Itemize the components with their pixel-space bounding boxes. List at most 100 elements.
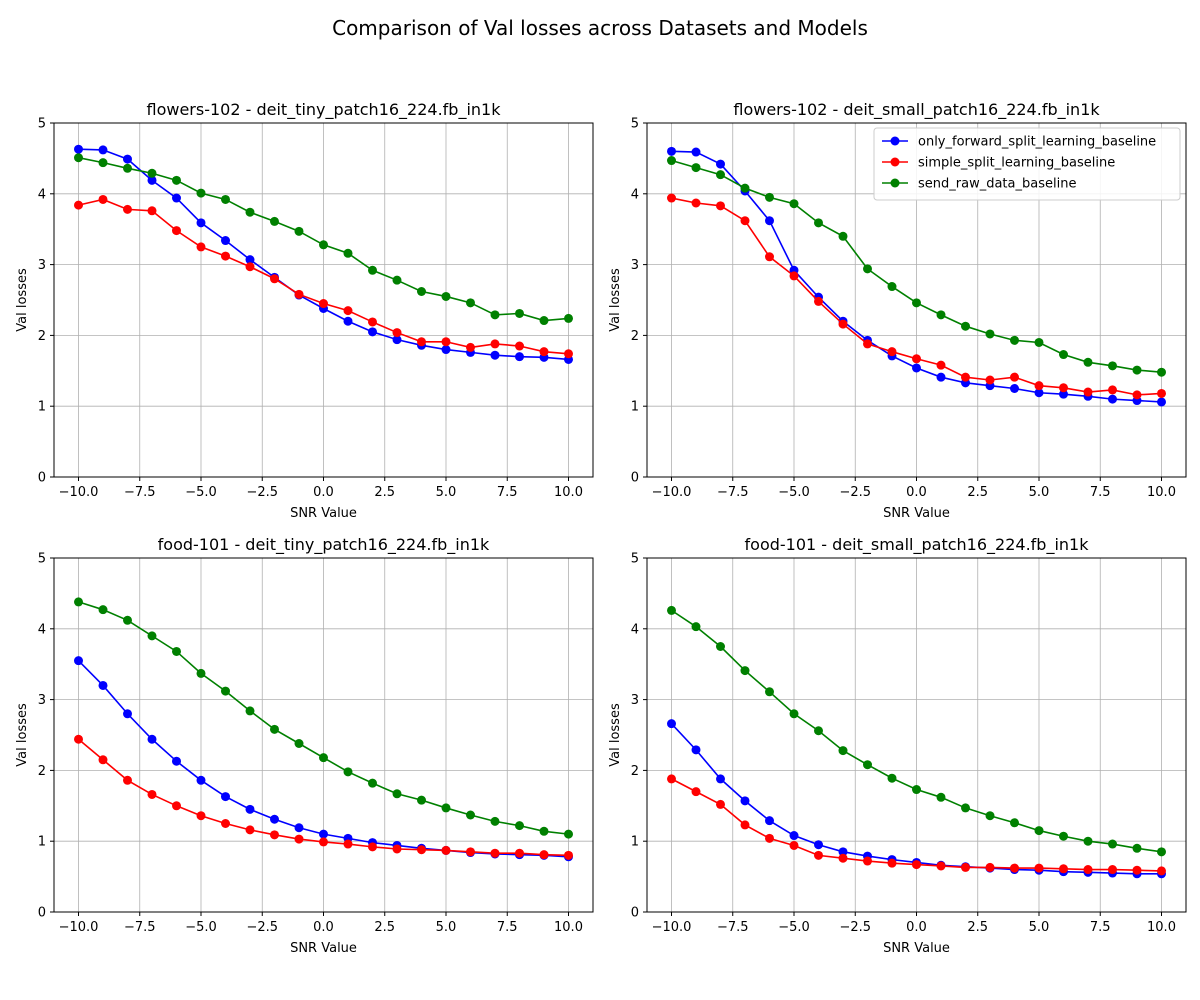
x-tick-label: −10.0	[652, 485, 692, 500]
data-point-simple_split_learning_baseline	[245, 262, 255, 272]
x-tick-label: −10.0	[59, 485, 99, 500]
data-point-simple_split_learning_baseline	[74, 200, 83, 210]
data-point-simple_split_learning_baseline	[789, 840, 799, 850]
data-point-send_raw_data_baseline	[912, 785, 921, 795]
data-point-simple_split_learning_baseline	[814, 296, 823, 306]
data-point-send_raw_data_baseline	[564, 313, 573, 323]
data-point-simple_split_learning_baseline	[98, 194, 108, 204]
data-point-send_raw_data_baseline	[343, 767, 353, 777]
data-point-simple_split_learning_baseline	[441, 337, 451, 347]
data-point-simple_split_learning_baseline	[417, 845, 426, 855]
data-point-send_raw_data_baseline	[1157, 847, 1166, 857]
subplot-3: −10.0 −7.5 −5.0 −2.5 0.0 2.5 5.0 7.5 10.0 0 1 2 3 4 5 f…	[15, 535, 594, 956]
data-point-only_forward_split_learning_baseline	[98, 145, 108, 155]
data-point-simple_split_learning_baseline	[74, 734, 83, 744]
y-tick-label: 1	[631, 400, 639, 415]
data-point-simple_split_learning_baseline	[1108, 865, 1117, 875]
data-point-send_raw_data_baseline	[319, 753, 328, 763]
x-tick-label: −7.5	[717, 485, 749, 500]
x-tick-label: −5.0	[185, 920, 217, 935]
data-point-send_raw_data_baseline	[716, 170, 725, 180]
data-point-simple_split_learning_baseline	[392, 328, 402, 338]
data-point-send_raw_data_baseline	[667, 605, 676, 615]
legend-label: send_raw_data_baseline	[918, 177, 1076, 192]
data-point-send_raw_data_baseline	[441, 291, 451, 301]
data-point-only_forward_split_learning_baseline	[789, 831, 799, 841]
subplot-1: −10.0 −7.5 −5.0 −2.5 0.0 2.5 5.0 7.5 10.0 0 1 2 3 4 5 f…	[15, 100, 594, 521]
data-point-only_forward_split_learning_baseline	[270, 814, 279, 824]
data-point-simple_split_learning_baseline	[838, 853, 848, 863]
data-point-send_raw_data_baseline	[515, 308, 524, 318]
x-tick-label: −2.5	[839, 485, 871, 500]
y-tick-label: 2	[38, 764, 46, 779]
data-point-simple_split_learning_baseline	[667, 193, 676, 203]
x-axis-label: SNR Value	[883, 506, 950, 521]
data-point-send_raw_data_baseline	[789, 709, 799, 719]
data-point-send_raw_data_baseline	[936, 310, 946, 320]
data-point-simple_split_learning_baseline	[221, 819, 230, 828]
y-tick-label: 4	[631, 622, 639, 637]
data-point-send_raw_data_baseline	[515, 821, 524, 831]
subplot-title: flowers-102 - deit_small_patch16_224.fb_…	[733, 100, 1100, 120]
data-point-send_raw_data_baseline	[1010, 818, 1019, 828]
data-point-send_raw_data_baseline	[1034, 826, 1044, 836]
data-point-send_raw_data_baseline	[789, 199, 799, 209]
data-point-simple_split_learning_baseline	[123, 204, 132, 214]
data-point-only_forward_split_learning_baseline	[515, 352, 524, 362]
x-tick-label: −5.0	[778, 920, 810, 935]
x-tick-label: 2.5	[967, 485, 988, 500]
data-point-only_forward_split_learning_baseline	[716, 774, 725, 784]
data-point-only_forward_split_learning_baseline	[74, 656, 83, 666]
data-point-send_raw_data_baseline	[343, 248, 353, 258]
y-tick-label: 3	[38, 258, 46, 273]
data-point-only_forward_split_learning_baseline	[172, 756, 181, 766]
y-tick-label: 0	[631, 906, 639, 921]
x-tick-label: 10.0	[1147, 920, 1176, 935]
x-tick-label: −7.5	[717, 920, 749, 935]
data-point-simple_split_learning_baseline	[887, 347, 897, 357]
y-tick-label: 1	[631, 835, 639, 850]
data-point-send_raw_data_baseline	[417, 795, 426, 805]
data-point-simple_split_learning_baseline	[270, 274, 279, 284]
data-point-send_raw_data_baseline	[392, 789, 402, 799]
data-point-only_forward_split_learning_baseline	[912, 363, 921, 373]
subplot-title: food-101 - deit_small_patch16_224.fb_in1…	[745, 535, 1090, 555]
data-point-send_raw_data_baseline	[539, 316, 549, 326]
data-point-send_raw_data_baseline	[936, 792, 946, 802]
data-point-send_raw_data_baseline	[221, 194, 230, 204]
data-point-only_forward_split_learning_baseline	[1034, 388, 1044, 398]
data-point-only_forward_split_learning_baseline	[123, 709, 132, 719]
x-tick-label: 10.0	[1147, 485, 1176, 500]
data-point-send_raw_data_baseline	[368, 265, 377, 275]
y-tick-label: 5	[38, 117, 46, 132]
data-point-send_raw_data_baseline	[417, 287, 426, 297]
x-tick-label: 2.5	[374, 920, 395, 935]
data-point-only_forward_split_learning_baseline	[814, 840, 823, 850]
data-point-send_raw_data_baseline	[1083, 357, 1093, 367]
data-point-send_raw_data_baseline	[667, 156, 676, 166]
data-point-simple_split_learning_baseline	[466, 342, 475, 352]
data-point-send_raw_data_baseline	[196, 188, 206, 198]
data-point-only_forward_split_learning_baseline	[245, 804, 255, 814]
data-point-only_forward_split_learning_baseline	[245, 255, 255, 265]
data-point-simple_split_learning_baseline	[814, 850, 823, 860]
data-point-send_raw_data_baseline	[147, 168, 157, 178]
data-point-simple_split_learning_baseline	[1059, 383, 1068, 393]
data-point-only_forward_split_learning_baseline	[667, 719, 676, 729]
y-tick-label: 4	[38, 187, 46, 202]
legend-label: simple_split_learning_baseline	[918, 156, 1115, 171]
data-point-send_raw_data_baseline	[961, 803, 970, 813]
x-tick-label: 7.5	[1090, 920, 1111, 935]
data-point-send_raw_data_baseline	[490, 310, 500, 320]
legend-marker-simple_split_learning_baseline	[890, 157, 900, 167]
data-point-only_forward_split_learning_baseline	[196, 218, 206, 228]
data-point-simple_split_learning_baseline	[765, 252, 774, 262]
data-point-simple_split_learning_baseline	[936, 861, 946, 871]
x-tick-label: 0.0	[906, 920, 927, 935]
y-tick-label: 3	[38, 693, 46, 708]
y-axis-label: Val losses	[15, 268, 30, 332]
legend-marker-only_forward_split_learning_baseline	[890, 136, 900, 146]
data-point-only_forward_split_learning_baseline	[838, 847, 848, 857]
data-point-only_forward_split_learning_baseline	[294, 823, 304, 833]
